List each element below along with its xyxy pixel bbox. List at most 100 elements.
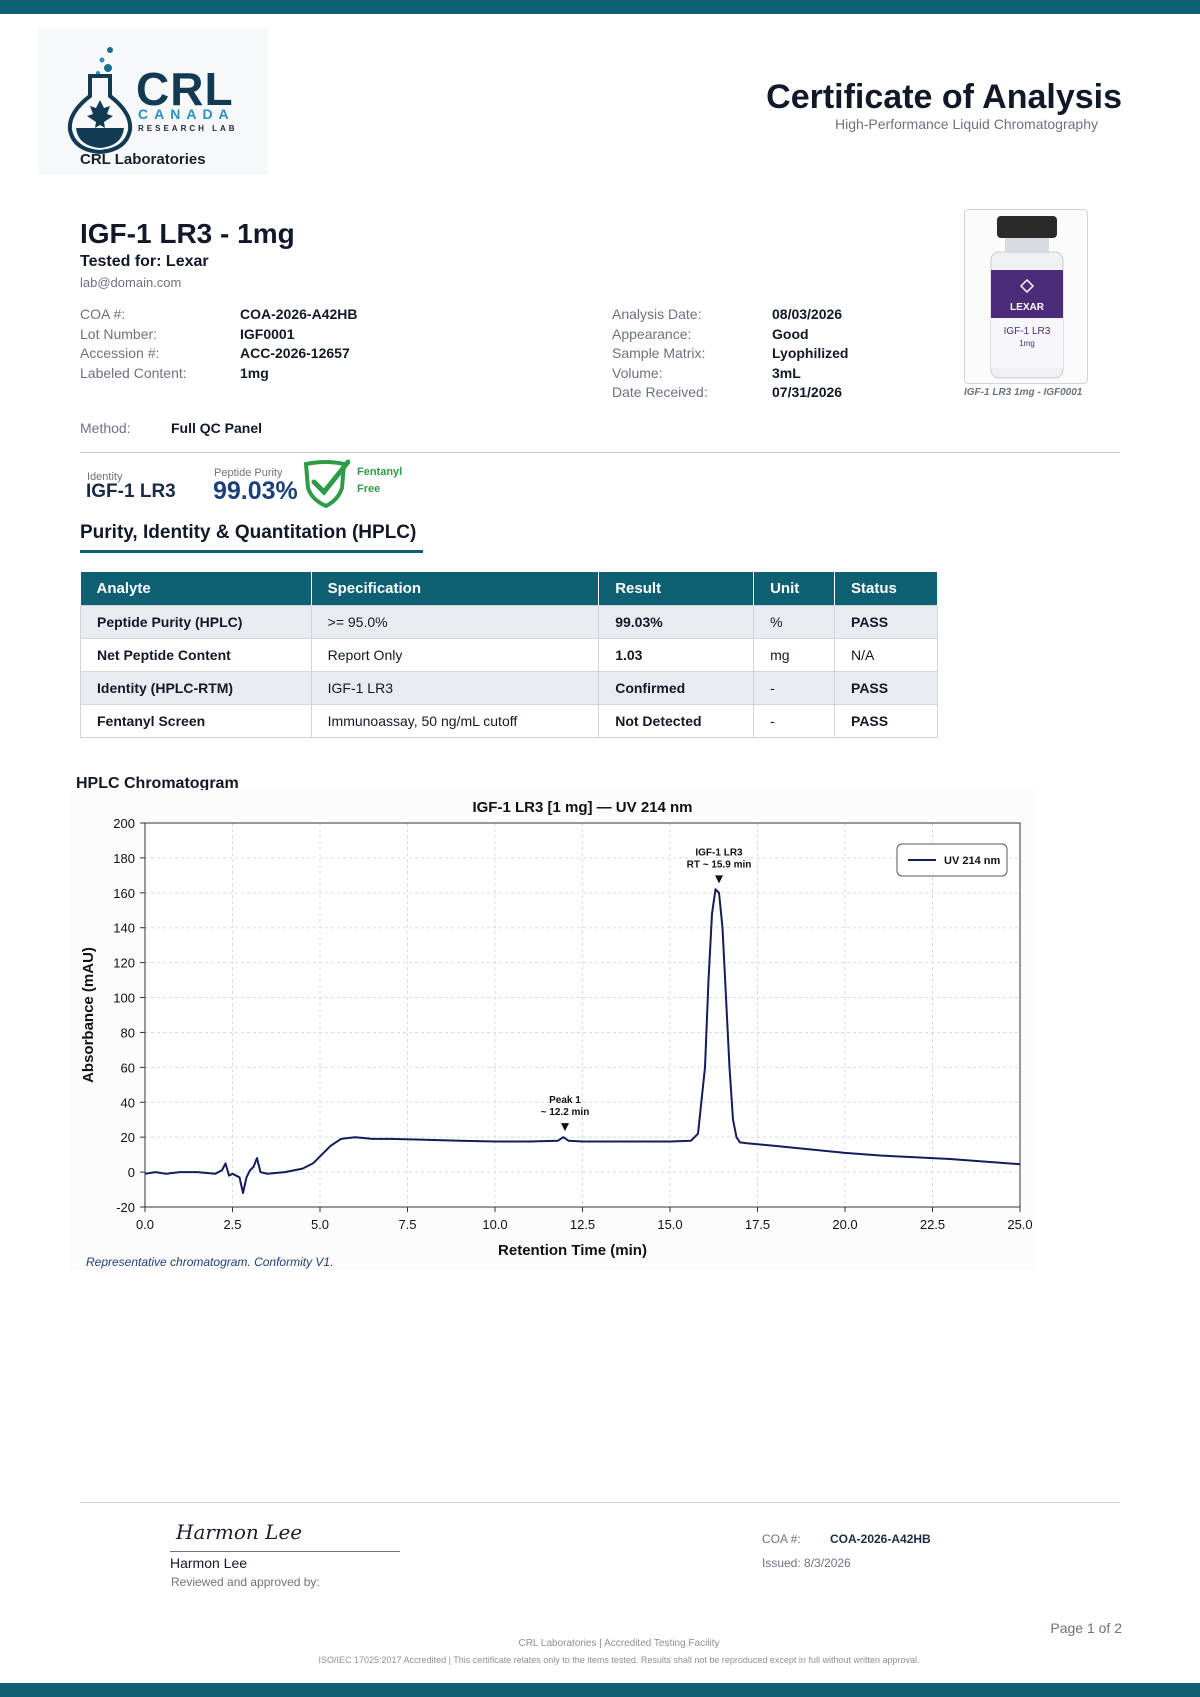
page-number: Page 1 of 2 xyxy=(1050,1620,1122,1636)
tested-for: Tested for: Lexar xyxy=(80,253,209,270)
unit-cell: mg xyxy=(753,637,836,672)
annotation-arrow xyxy=(715,875,723,884)
column-header: Status xyxy=(834,572,938,605)
series-line xyxy=(144,888,1021,1194)
x-tick-label: 5.0 xyxy=(311,1217,329,1232)
y-axis-label: Absorbance (mAU) xyxy=(80,947,97,1083)
detail-label: Lot Number: xyxy=(80,326,158,342)
x-tick-label: 25.0 xyxy=(1007,1217,1032,1232)
annotation-label: ~ 12.2 min xyxy=(541,1107,590,1118)
fentanyl-badge-line2: Free xyxy=(357,483,381,495)
method-value: Full QC Panel xyxy=(171,420,263,436)
y-tick-label: 120 xyxy=(113,956,135,971)
detail-value: Lyophilized xyxy=(772,345,849,361)
result-cell: 1.03 xyxy=(598,637,755,672)
spec-cell: IGF-1 LR3 xyxy=(310,670,600,705)
table-header-row: Analyte Specification Result Unit Status xyxy=(80,572,938,605)
logo-wordmark: CRL xyxy=(136,62,234,116)
company-logo xyxy=(38,28,268,174)
footer-coa-label: COA #: xyxy=(762,1532,801,1546)
x-tick-label: 15.0 xyxy=(657,1217,682,1232)
signature-image: Harmon Lee xyxy=(176,1520,303,1544)
section-title: Purity, Identity & Quantitation (HPLC) xyxy=(80,522,417,543)
detail-label: Accession #: xyxy=(80,345,160,361)
certificate-title: Certificate of Analysis xyxy=(766,78,1122,116)
y-tick-label: 100 xyxy=(113,991,135,1006)
detail-value: 08/03/2026 xyxy=(772,306,843,322)
footer-line-2: ISO/IEC 17025:2017 Accredited | This cer… xyxy=(318,1655,920,1665)
status-cell: PASS xyxy=(834,604,938,639)
result-cell: 99.03% xyxy=(598,604,755,639)
logo-subtitle: CANADA xyxy=(138,106,235,122)
y-tick-label: 180 xyxy=(113,851,135,866)
method-label: Method: xyxy=(80,420,131,436)
flask-logo-icon xyxy=(67,47,133,155)
footer-line-1: CRL Laboratories | Accredited Testing Fa… xyxy=(518,1638,720,1649)
legend-box xyxy=(896,843,1008,877)
chart-title: IGF-1 LR3 [1 mg] — UV 214 nm xyxy=(472,799,692,816)
analyte-cell: Identity (HPLC-RTM) xyxy=(80,670,312,705)
detail-value: IGF0001 xyxy=(240,326,295,342)
status-cell: PASS xyxy=(834,670,938,705)
annotation-arrow xyxy=(561,1123,569,1132)
section-underline xyxy=(80,550,423,553)
detail-label: COA #: xyxy=(80,306,126,322)
divider xyxy=(80,452,1120,453)
bottom-accent-bar xyxy=(0,1683,1200,1697)
lab-name: CRL Laboratories xyxy=(80,151,206,168)
detail-label: Volume: xyxy=(612,365,663,381)
column-header: Unit xyxy=(753,572,836,605)
logo-tagline: RESEARCH LAB xyxy=(138,124,238,133)
spec-cell: Immunoassay, 50 ng/mL cutoff xyxy=(310,703,600,738)
table-row: Net Peptide Content Report Only 1.03 mg … xyxy=(80,637,938,672)
shield-check-icon xyxy=(303,459,350,508)
analyte-cell: Peptide Purity (HPLC) xyxy=(80,604,312,639)
x-tick-label: 10.0 xyxy=(482,1217,507,1232)
x-tick-label: 0.0 xyxy=(136,1217,154,1232)
x-tick-label: 12.5 xyxy=(570,1217,595,1232)
spec-cell: >= 95.0% xyxy=(310,604,600,639)
product-image: LEXAR IGF-1 LR3 1mg xyxy=(964,209,1088,384)
y-tick-label: 200 xyxy=(113,816,135,831)
status-cell: N/A xyxy=(834,637,938,672)
unit-cell: % xyxy=(753,604,836,639)
chart-svg: 0.0 2.5 5.0 7.5 10.0 12.5 15.0 17.5 20.0 22.5 25.0… xyxy=(80,799,1033,1269)
chart-caption: Representative chromatogram. Conformity … xyxy=(86,1255,333,1269)
table-row: Fentanyl Screen Immunoassay, 50 ng/mL cu… xyxy=(80,703,938,738)
vial-dose: 1mg xyxy=(1019,339,1035,348)
legend-label: UV 214 nm xyxy=(944,855,1000,867)
y-tick-label: 60 xyxy=(121,1060,135,1075)
detail-label: Date Received: xyxy=(612,384,708,400)
column-header: Result xyxy=(598,572,755,605)
result-cell: Not Detected xyxy=(598,703,755,738)
signer-note: Reviewed and approved by: xyxy=(171,1575,320,1589)
y-tick-label: 40 xyxy=(121,1095,135,1110)
purity-value: 99.03% xyxy=(213,477,298,505)
y-tick-label: -20 xyxy=(116,1200,135,1215)
logo-wordmark-text: CRL xyxy=(136,63,234,115)
spec-cell: Report Only xyxy=(310,637,600,672)
annotation-label: Peak 1 xyxy=(549,1095,581,1106)
x-axis-label: Retention Time (min) xyxy=(498,1242,647,1259)
certificate-subtitle: High-Performance Liquid Chromatography xyxy=(834,116,1098,132)
result-cell: Confirmed xyxy=(598,670,755,705)
detail-label: Appearance: xyxy=(612,326,692,342)
unit-cell: - xyxy=(753,703,836,738)
detail-value: 07/31/2026 xyxy=(772,384,843,400)
detail-label: Sample Matrix: xyxy=(612,345,706,361)
y-tick-label: 0 xyxy=(128,1165,135,1180)
detail-value: COA-2026-A42HB xyxy=(240,306,358,322)
issued-date: Issued: 8/3/2026 xyxy=(762,1556,851,1570)
x-tick-label: 2.5 xyxy=(223,1217,241,1232)
identity-label: Identity xyxy=(87,471,123,483)
product-title: IGF-1 LR3 - 1mg xyxy=(80,218,295,249)
analyte-cell: Net Peptide Content xyxy=(80,637,312,672)
x-tick-label: 7.5 xyxy=(398,1217,416,1232)
identity-value: IGF-1 LR3 xyxy=(86,481,176,502)
contact-email[interactable]: lab@domain.com xyxy=(80,275,182,290)
results-table: Analyte Specification Result Unit Status… xyxy=(80,572,938,738)
footer-divider xyxy=(80,1502,1120,1503)
y-tick-label: 160 xyxy=(113,886,135,901)
status-cell: PASS xyxy=(834,703,938,738)
image-caption: IGF-1 LR3 1mg - IGF0001 xyxy=(964,387,1083,398)
